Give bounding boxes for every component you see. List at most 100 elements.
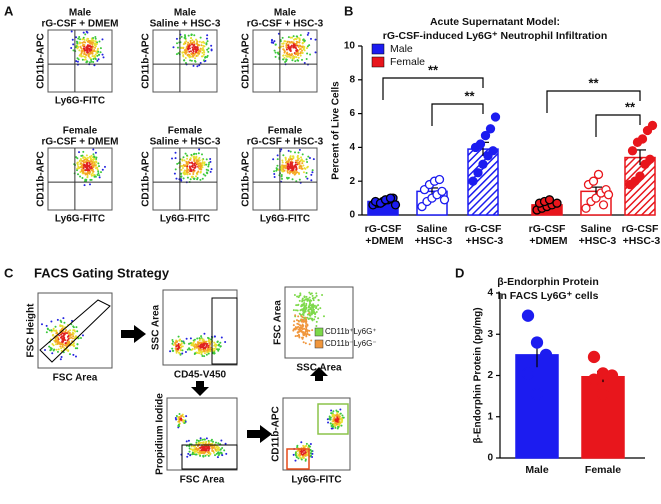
event-dot: [90, 174, 93, 177]
event-dot: [297, 296, 300, 299]
x-axis-label: FSC Area: [180, 475, 225, 486]
event-dot: [310, 313, 313, 316]
panel-label: B: [344, 3, 353, 18]
event-dot: [213, 341, 216, 344]
event-dot: [71, 337, 74, 340]
x-axis-label: Ly6G-FITC: [55, 214, 105, 225]
event-dot: [101, 168, 104, 171]
event-dot: [187, 452, 190, 455]
event-dot: [57, 348, 60, 351]
event-dot: [93, 155, 96, 158]
event-dot: [297, 151, 300, 154]
event-dot: [72, 353, 75, 356]
event-dot: [96, 173, 99, 176]
event-dot: [194, 51, 197, 54]
event-dot: [300, 449, 303, 452]
event-dot: [336, 411, 339, 414]
event-dot: [308, 299, 311, 302]
event-dot: [176, 42, 179, 45]
event-dot: [202, 338, 205, 341]
data-point: [439, 195, 450, 205]
event-dot: [297, 449, 300, 452]
event-dot: [183, 59, 186, 62]
event-dot: [81, 41, 84, 44]
data-point: [587, 373, 601, 386]
event-dot: [293, 327, 296, 330]
event-dot: [86, 158, 89, 161]
event-dot: [81, 58, 84, 61]
event-dot: [305, 321, 308, 324]
event-dot: [311, 171, 314, 174]
event-dot: [178, 412, 181, 415]
event-dot: [287, 168, 290, 171]
y-axis-label: CD11b-APC: [141, 33, 152, 89]
event-dot: [185, 170, 188, 173]
event-dot: [339, 412, 342, 415]
event-dot: [82, 36, 85, 39]
data-point: [552, 198, 562, 208]
event-dot: [90, 59, 93, 62]
event-dot: [190, 445, 193, 448]
event-dot: [214, 441, 217, 444]
event-dot: [88, 61, 91, 64]
event-dot: [207, 439, 210, 442]
event-dot: [196, 451, 199, 454]
event-dot: [83, 38, 86, 41]
event-dot: [83, 53, 86, 56]
event-dot: [212, 440, 215, 443]
event-dot: [281, 161, 284, 164]
event-dot: [188, 45, 191, 48]
event-dot: [186, 455, 189, 458]
event-dot: [297, 333, 300, 336]
event-dot: [208, 161, 211, 164]
event-dot: [174, 347, 177, 350]
event-dot: [197, 152, 200, 155]
event-dot: [193, 164, 196, 167]
event-dot: [298, 452, 301, 455]
event-dot: [92, 58, 95, 61]
event-dot: [289, 41, 292, 44]
event-dot: [90, 42, 93, 45]
event-dot: [284, 158, 287, 161]
event-dot: [314, 315, 317, 318]
event-dot: [213, 351, 216, 354]
event-dot: [224, 442, 227, 445]
event-dot: [282, 54, 285, 57]
event-dot: [75, 326, 78, 329]
event-dot: [64, 339, 67, 342]
event-dot: [185, 40, 188, 43]
event-dot: [205, 344, 208, 347]
event-dot: [52, 327, 55, 330]
event-dot: [297, 56, 300, 59]
event-dot: [308, 44, 311, 47]
event-dot: [308, 296, 311, 299]
event-dot: [75, 36, 78, 39]
data-point: [647, 120, 658, 131]
plot-box: [47, 29, 113, 93]
event-dot: [301, 456, 304, 459]
event-dot: [62, 343, 65, 346]
event-dot: [301, 324, 304, 327]
event-dot: [286, 176, 289, 179]
event-dot: [52, 344, 55, 347]
data-point: [390, 200, 401, 210]
data-point: [587, 350, 601, 364]
event-dot: [180, 175, 183, 178]
x-axis-label: Ly6G-FITC: [160, 214, 210, 225]
significance-bracket: [546, 90, 641, 113]
event-dot: [296, 48, 299, 51]
event-dot: [298, 328, 301, 331]
event-dot: [195, 160, 198, 163]
event-dot: [207, 337, 210, 340]
event-dot: [338, 420, 341, 423]
event-dot: [305, 175, 308, 178]
event-dot: [207, 352, 210, 355]
event-dot: [299, 54, 302, 57]
data-point: [627, 146, 638, 156]
event-dot: [56, 318, 59, 321]
event-dot: [202, 446, 205, 449]
event-dot: [300, 165, 303, 168]
event-dot: [198, 337, 201, 340]
event-dot: [80, 47, 83, 50]
event-dot: [199, 344, 202, 347]
